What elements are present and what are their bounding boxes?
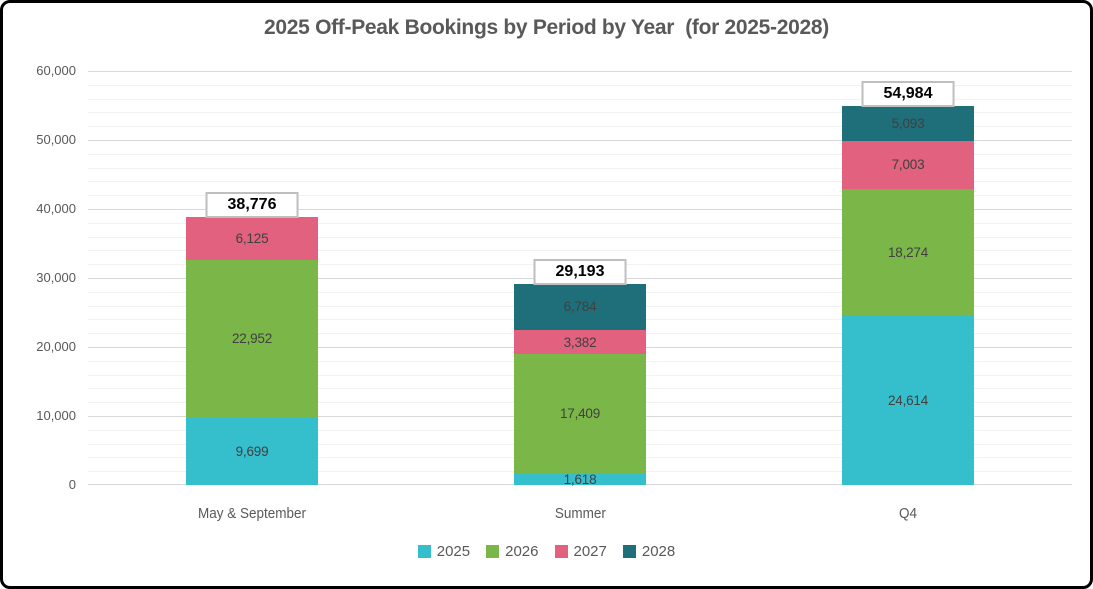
major-gridline [88, 209, 1072, 210]
minor-gridline [88, 112, 1072, 114]
x-axis-category-label: Summer [416, 505, 744, 522]
minor-gridline [88, 222, 1072, 224]
bar-segment-2026: 18,274 [842, 189, 974, 316]
y-axis-tick-label: 20,000 [36, 339, 76, 354]
legend-swatch [486, 545, 500, 558]
y-axis-tick-label: 30,000 [36, 270, 76, 285]
segment-value-label: 24,614 [887, 392, 929, 408]
segment-value-label: 1,618 [563, 471, 597, 487]
y-axis-tick-label: 0 [68, 477, 76, 492]
minor-gridline [88, 84, 1072, 86]
legend-swatch [554, 545, 568, 558]
legend-label: 2025 [436, 543, 471, 560]
bar-segment-2026: 17,409 [514, 353, 646, 474]
bar-q4: 5,093 7,003 18,274 24,614 [842, 105, 974, 485]
minor-gridline [88, 167, 1072, 169]
major-gridline [88, 140, 1072, 141]
bar-segment-2027: 6,125 [186, 217, 318, 260]
segment-value-label: 3,382 [563, 334, 597, 350]
legend-swatch [417, 545, 431, 558]
legend-label: 2027 [573, 543, 607, 560]
y-axis-tick-label: 60,000 [36, 63, 76, 78]
legend-label: 2026 [505, 543, 539, 560]
total-label: 54,984 [861, 80, 955, 107]
chart-title: 2025 Off-Peak Bookings by Period by Year… [264, 16, 829, 39]
x-axis-category-text: May & September [197, 505, 307, 522]
segment-value-label: 22,952 [231, 331, 273, 347]
plot-area: 6,125 22,952 9,699 38,776 6,784 3,382 17,409 1,… [88, 71, 1072, 487]
bar-may-september: 6,125 22,952 9,699 [186, 217, 318, 485]
bar-summer: 6,784 3,382 17,409 1,618 [514, 283, 646, 487]
bar-segment-2025: 24,614 [842, 315, 974, 485]
bar-segment-2028: 6,784 [514, 283, 646, 331]
total-label: 29,193 [533, 258, 627, 285]
bar-segment-2025: 9,699 [186, 418, 318, 485]
x-axis-category-label: May & September [88, 505, 416, 522]
minor-gridline [88, 195, 1072, 197]
minor-gridline [88, 153, 1072, 155]
minor-gridline [88, 98, 1072, 100]
y-axis-tick-label: 40,000 [36, 201, 76, 216]
y-axis-tick-label: 10,000 [36, 408, 76, 423]
bar-segment-2027: 3,382 [514, 330, 646, 354]
minor-gridline [88, 126, 1072, 128]
x-axis-category-label: Q4 [744, 505, 1072, 522]
segment-value-label: 17,409 [559, 406, 601, 422]
legend-item-2026: 2026 [486, 543, 539, 560]
legend-swatch [622, 545, 636, 558]
segment-value-label: 18,274 [887, 244, 929, 260]
bar-segment-2026: 22,952 [186, 259, 318, 419]
segment-value-label: 9,699 [235, 444, 269, 459]
minor-gridline [88, 236, 1072, 238]
legend-label: 2028 [641, 543, 676, 560]
y-axis-tick-label: 50,000 [36, 132, 76, 147]
major-gridline [88, 71, 1072, 72]
bar-segment-2025: 1,618 [514, 471, 646, 487]
segment-value-label: 7,003 [891, 157, 925, 173]
legend: 2025 2026 2027 2028 [0, 543, 1093, 560]
x-axis-category-text: Q4 [898, 505, 917, 522]
legend-item-2025: 2025 [417, 543, 471, 560]
segment-value-label: 5,093 [891, 115, 925, 131]
total-label: 38,776 [205, 192, 299, 219]
bar-segment-2028: 5,093 [842, 105, 974, 141]
segment-value-label: 6,784 [563, 299, 597, 315]
legend-item-2028: 2028 [622, 543, 676, 560]
bar-segment-2027: 7,003 [842, 140, 974, 190]
y-axis: 0 10,000 20,000 30,000 40,000 50,000 60,000 [0, 63, 76, 492]
minor-gridline [88, 250, 1072, 252]
minor-gridline [88, 181, 1072, 183]
legend-item-2027: 2027 [554, 543, 607, 560]
x-axis-category-text: Summer [554, 505, 606, 522]
segment-value-label: 6,125 [235, 231, 269, 247]
x-axis: May & September Summer Q4 [88, 505, 1072, 522]
